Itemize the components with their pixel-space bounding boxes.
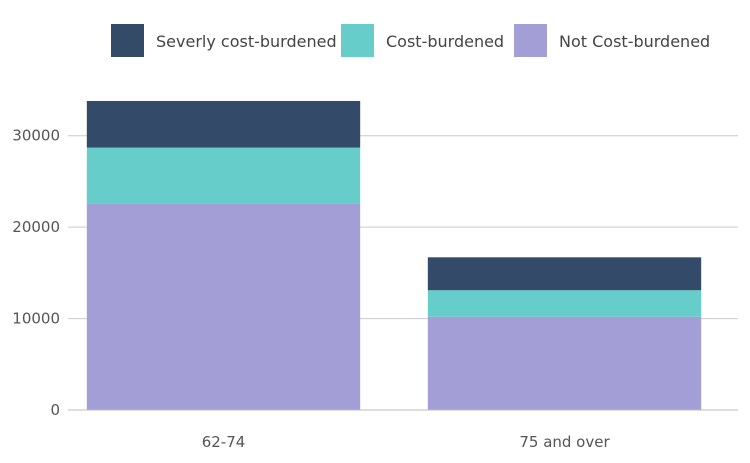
x-tick-label: 62-74 bbox=[202, 433, 246, 451]
bar-75-and-over-severly-cost-burdened bbox=[427, 257, 702, 291]
y-tick-label: 10000 bbox=[12, 310, 60, 328]
legend-label-not-cost-burdened: Not Cost-burdened bbox=[559, 32, 710, 51]
legend-swatch-severly-cost-burdened bbox=[111, 24, 144, 57]
x-axis-ticks: 62-74 75 and over bbox=[202, 433, 611, 451]
x-tick-label: 75 and over bbox=[519, 433, 610, 451]
y-tick-label: 0 bbox=[50, 401, 60, 419]
y-tick-label: 20000 bbox=[12, 218, 60, 236]
bar-62-74-cost-burdened bbox=[86, 147, 361, 204]
legend-swatch-not-cost-burdened bbox=[514, 24, 547, 57]
bar-62-74-severly-cost-burdened bbox=[86, 100, 361, 148]
y-tick-label: 30000 bbox=[12, 127, 60, 145]
bar-75-and-over-not-cost-burdened bbox=[427, 316, 702, 410]
legend-label-cost-burdened: Cost-burdened bbox=[386, 32, 504, 51]
bar-75-and-over-cost-burdened bbox=[427, 290, 702, 317]
legend-swatch-cost-burdened bbox=[341, 24, 374, 57]
y-axis-ticks: 0 10000 20000 30000 bbox=[12, 127, 60, 419]
bar-62-74-not-cost-burdened bbox=[86, 203, 361, 410]
chart-legend: Severly cost-burdened Cost-burdened Not Co… bbox=[111, 24, 710, 57]
legend-label-severly-cost-burdened: Severly cost-burdened bbox=[156, 32, 337, 51]
bars bbox=[86, 100, 702, 410]
